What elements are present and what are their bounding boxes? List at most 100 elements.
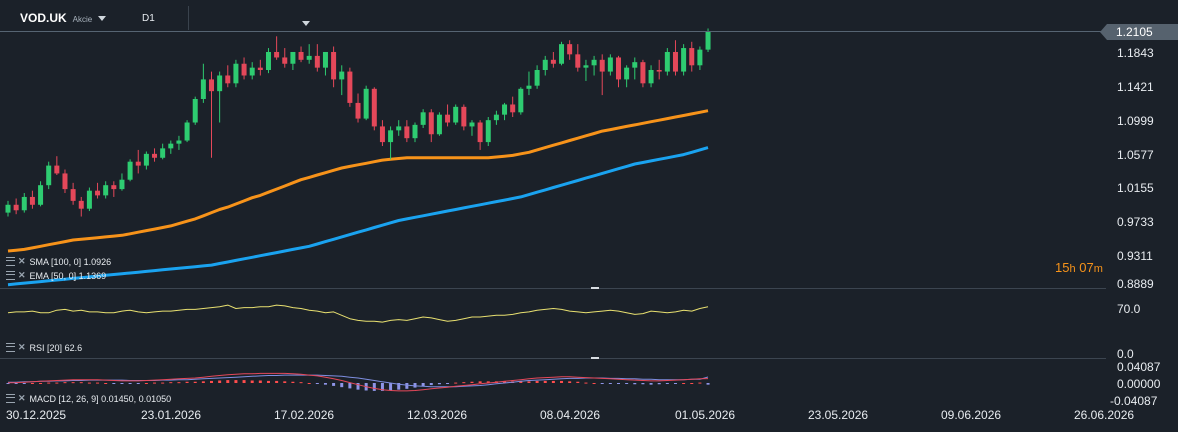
- close-icon[interactable]: ✕: [18, 342, 26, 352]
- macd-histogram-bar: [79, 382, 83, 384]
- macd-histogram-bar: [584, 382, 588, 384]
- macd-histogram-bar: [266, 380, 270, 383]
- macd-histogram-bar: [323, 383, 327, 385]
- bar-countdown: 15h 07m: [1055, 260, 1103, 275]
- candle-body: [412, 124, 418, 139]
- candle-body: [233, 63, 239, 84]
- macd-histogram-bar: [527, 381, 531, 383]
- macd-histogram-bar: [600, 383, 604, 384]
- pane-separator[interactable]: [0, 288, 1106, 289]
- price-axis-label: 1.1421: [1117, 80, 1154, 94]
- price-axis-label: 0.8889: [1117, 277, 1154, 291]
- chevron-down-icon: [302, 21, 310, 26]
- macd-histogram-bar: [348, 383, 352, 389]
- rsi-axis-label: 70.0: [1117, 302, 1141, 316]
- date-axis-label: 30.12.2025: [6, 408, 67, 422]
- price-axis-label: 1.0155: [1117, 181, 1154, 195]
- candle-body: [29, 196, 35, 205]
- close-icon[interactable]: ✕: [18, 270, 26, 280]
- macd-histogram-bar: [551, 380, 555, 383]
- ema-label: EMA [50, 0] 1.1369: [29, 270, 107, 281]
- candle-body: [46, 165, 52, 186]
- price-axis-label: 1.0577: [1117, 148, 1154, 162]
- candle-body: [298, 51, 304, 60]
- pane-separator[interactable]: [0, 358, 1106, 359]
- date-axis-label: 23.05.2026: [808, 408, 869, 422]
- candle-body: [160, 148, 166, 158]
- candle-body: [282, 57, 288, 64]
- macd-histogram-bar: [641, 383, 645, 385]
- macd-histogram-bar: [242, 380, 246, 383]
- macd-histogram-bar: [340, 383, 344, 388]
- pane-resize-handle[interactable]: [591, 357, 599, 359]
- candle-body: [534, 70, 540, 86]
- candle-body: [469, 122, 475, 127]
- settings-lines-icon[interactable]: [6, 343, 15, 352]
- candle-body: [290, 51, 296, 64]
- macd-axis-label: -0.04087: [1110, 394, 1158, 408]
- macd-histogram-bar: [698, 382, 702, 384]
- price-axis-label: 1.0999: [1117, 114, 1154, 128]
- indicator-legend-ema[interactable]: ✕ EMA [50, 0] 1.1369: [6, 270, 106, 281]
- indicator-legend-sma[interactable]: ✕ SMA [100, 0] 1.0926: [6, 256, 111, 267]
- indicator-legend-rsi[interactable]: ✕ RSI [20] 62.6: [6, 342, 82, 353]
- candle-body: [632, 62, 638, 68]
- symbol-selector[interactable]: VOD.UK Akcie: [6, 6, 116, 30]
- candle-body: [648, 70, 654, 84]
- macd-histogram-bar: [218, 380, 222, 383]
- close-icon[interactable]: ✕: [18, 393, 26, 403]
- macd-histogram-bar: [104, 383, 108, 384]
- price-axis-label: 0.9311: [1117, 249, 1153, 263]
- candle-body: [436, 114, 442, 135]
- macd-histogram-bar: [633, 383, 637, 385]
- macd-histogram-bar: [332, 383, 336, 386]
- macd-histogram-bar: [592, 383, 596, 384]
- candle-body: [339, 71, 345, 80]
- countdown-h-unit: h: [1069, 263, 1076, 275]
- date-axis-label: 08.04.2026: [540, 408, 601, 422]
- rsi-axis-label: 0.0: [1117, 347, 1134, 361]
- date-axis-label: 17.02.2026: [274, 408, 335, 422]
- macd-histogram-bar: [535, 380, 539, 383]
- macd-histogram-bar: [413, 383, 417, 388]
- indicator-legend-macd[interactable]: ✕ MACD [12, 26, 9] 0.01450, 0.01050: [6, 393, 171, 404]
- candle-body: [176, 140, 182, 144]
- settings-lines-icon[interactable]: [6, 271, 15, 280]
- macd-histogram-bar: [706, 383, 710, 385]
- candle-body: [225, 75, 231, 84]
- timeframe-selector[interactable]: D1: [124, 6, 310, 30]
- candle-body: [62, 173, 68, 190]
- macd-axis-label: 0.00000: [1117, 377, 1161, 391]
- sma-line: [7, 146, 709, 287]
- macd-histogram-bar: [144, 383, 148, 384]
- settings-lines-icon[interactable]: [6, 257, 15, 266]
- macd-histogram-bar: [649, 383, 653, 385]
- candle-body: [550, 59, 556, 64]
- candle-body: [664, 51, 670, 72]
- macd-histogram-bar: [234, 380, 238, 383]
- settings-lines-icon[interactable]: [6, 394, 15, 403]
- pane-resize-handle[interactable]: [591, 287, 599, 289]
- countdown-minutes: 07: [1079, 260, 1094, 275]
- rsi-label: RSI [20] 62.6: [29, 342, 83, 353]
- macd-label: MACD [12, 26, 9] 0.01450, 0.01050: [29, 393, 172, 404]
- candle-body: [209, 79, 214, 92]
- candle-body: [485, 120, 491, 143]
- candle-body: [705, 32, 711, 50]
- candle-body: [38, 185, 44, 205]
- candle-body: [404, 126, 410, 139]
- macd-histogram-bar: [608, 383, 612, 384]
- candle-body: [518, 88, 524, 113]
- candle-body: [575, 54, 581, 68]
- date-axis-label: 12.03.2026: [407, 408, 468, 422]
- macd-histogram-bar: [258, 380, 262, 383]
- macd-histogram-bar: [63, 382, 67, 384]
- macd-histogram-bar: [71, 382, 75, 384]
- close-icon[interactable]: ✕: [18, 256, 26, 266]
- candle-body: [363, 88, 369, 119]
- macd-histogram-bar: [372, 383, 376, 391]
- macd-histogram-bar: [576, 381, 580, 383]
- macd-histogram-bar: [454, 382, 458, 384]
- candle-body: [607, 57, 613, 72]
